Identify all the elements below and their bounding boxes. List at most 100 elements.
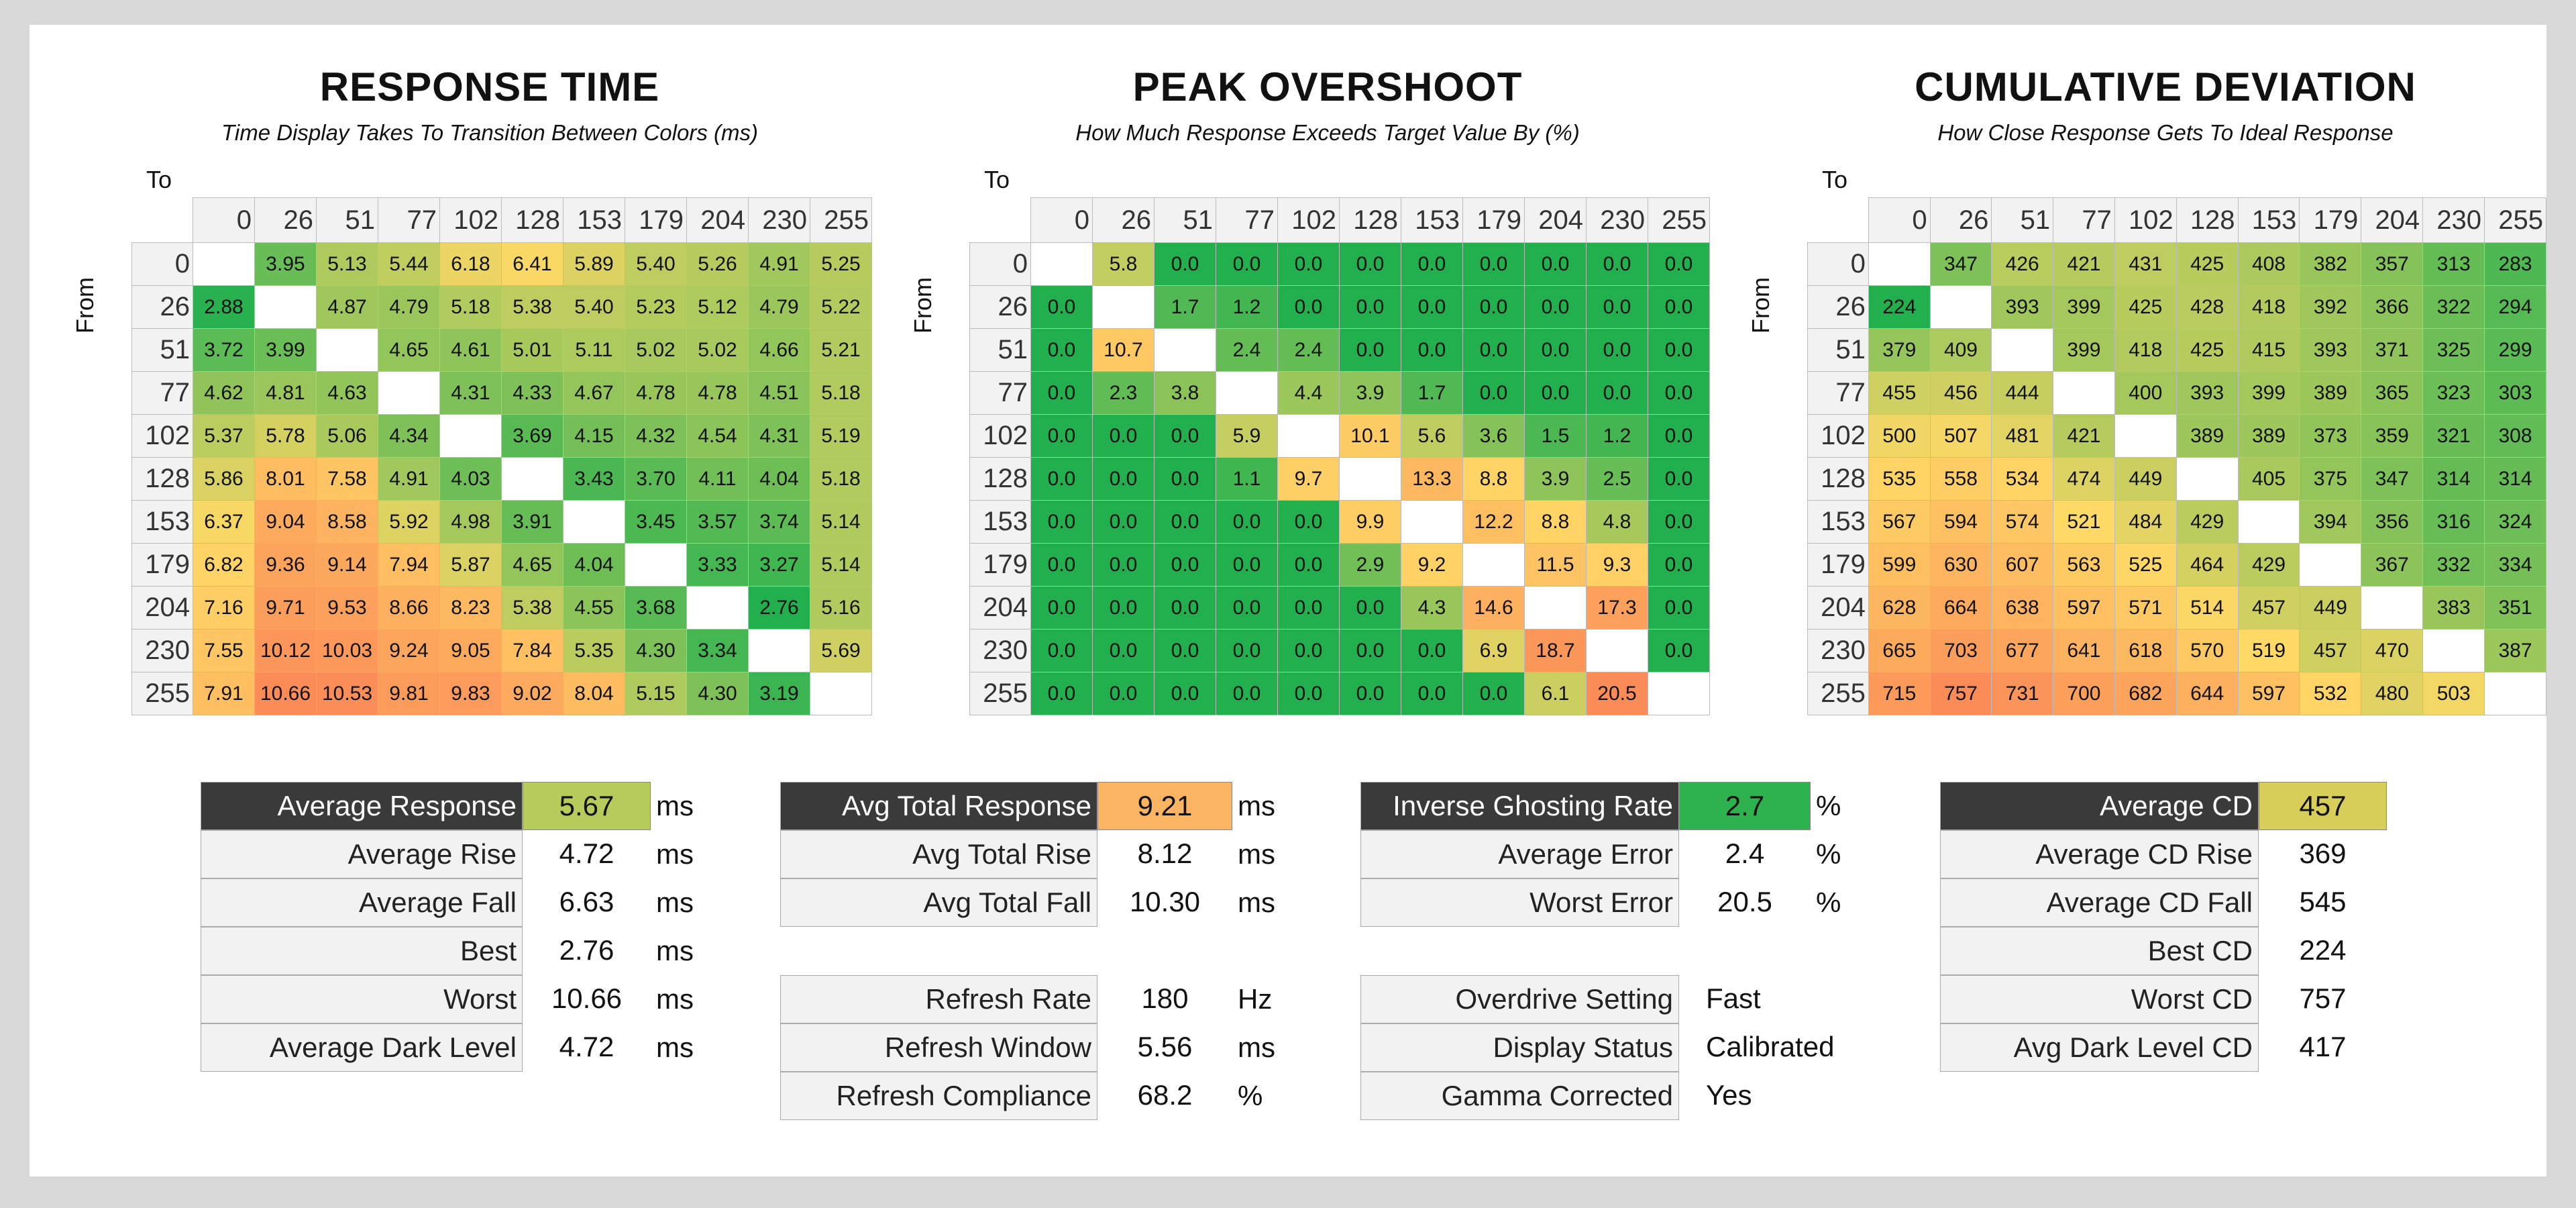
stat-row: Avg Total Fall 10.30 ms bbox=[780, 878, 1275, 927]
heatmap-cell: 4.33 bbox=[501, 371, 564, 415]
stat-unit: ms bbox=[656, 887, 694, 918]
heatmap-cell: 4.79 bbox=[378, 285, 440, 329]
heatmap-cell: 4.04 bbox=[748, 457, 810, 501]
heatmap-row: 51 3.72 3.99 4.65 4.61 5.01 5.11 5.02 5.02 4.66 5.… bbox=[131, 328, 872, 372]
heatmap-cell: 4.98 bbox=[439, 500, 502, 544]
heatmap-cell: 3.6 bbox=[1462, 414, 1525, 458]
heatmap-cell: 5.01 bbox=[501, 328, 564, 372]
heatmap-cell: 664 bbox=[1929, 586, 1992, 630]
stat-label: Average CD bbox=[1940, 782, 2259, 830]
heatmap-cell: 0.0 bbox=[1154, 543, 1216, 587]
heatmap-cell: 5.35 bbox=[563, 629, 625, 672]
heatmap-row: 179 599 630 607 563 525 464 429 367 332 334 bbox=[1807, 543, 2546, 587]
heatmap-cell: 0.0 bbox=[1277, 242, 1340, 286]
column-header: 128 bbox=[501, 197, 564, 243]
heatmap-row: 153 6.37 9.04 8.58 5.92 4.98 3.91 3.45 3.57 3.74 5… bbox=[131, 500, 872, 544]
heatmap-row: 204 7.16 9.71 9.53 8.66 8.23 5.38 4.55 3.68 2.76 5… bbox=[131, 586, 872, 630]
heatmap-row: 26 2.88 4.87 4.79 5.18 5.38 5.40 5.23 5.12 4.79 5.… bbox=[131, 285, 872, 329]
heatmap-cell: 503 bbox=[2422, 672, 2485, 715]
heatmap-cell: 6.37 bbox=[193, 500, 255, 544]
stat-label: Refresh Rate bbox=[780, 975, 1097, 1023]
stat-row: Avg Total Rise 8.12 ms bbox=[780, 830, 1275, 878]
heatmap-cell: 3.34 bbox=[686, 629, 749, 672]
heatmap-cell: 0.0 bbox=[1586, 285, 1648, 329]
stat-label: Average Error bbox=[1360, 830, 1679, 878]
heatmap-cell: 570 bbox=[2176, 629, 2239, 672]
heatmap-cell: 5.89 bbox=[563, 242, 625, 286]
heatmap-cell: 2.5 bbox=[1586, 457, 1648, 501]
heatmap-row: 128 5.86 8.01 7.58 4.91 4.03 3.43 3.70 4.11 4.04 5… bbox=[131, 457, 872, 501]
heatmap-cell: 365 bbox=[2361, 371, 2424, 415]
heatmap-cell: 347 bbox=[1929, 242, 1992, 286]
heatmap-cell: 2.4 bbox=[1277, 328, 1340, 372]
header-row: 0 26 51 77 102 128 153 179 204 230 255 bbox=[969, 197, 1710, 243]
stat-value: 9.21 bbox=[1097, 782, 1232, 830]
heatmap-cell: 0.0 bbox=[1648, 457, 1710, 501]
heatmap-cell bbox=[1648, 672, 1710, 715]
stat-row: Avg Dark Level CD 417 bbox=[1940, 1023, 2387, 1072]
row-header: 51 bbox=[1807, 328, 1869, 372]
row-header: 77 bbox=[131, 371, 193, 415]
heatmap-cell: 5.19 bbox=[810, 414, 872, 458]
heatmap-cell: 399 bbox=[2053, 285, 2115, 329]
column-header: 255 bbox=[810, 197, 872, 243]
heatmap-cell: 0.0 bbox=[1154, 586, 1216, 630]
heatmap-cell: 347 bbox=[2361, 457, 2424, 501]
heatmap-cell: 0.0 bbox=[1092, 457, 1155, 501]
corner-cell bbox=[131, 197, 193, 243]
heatmap-cell: 449 bbox=[2114, 457, 2177, 501]
column-header: 153 bbox=[563, 197, 625, 243]
stat-value: Fast bbox=[1706, 983, 1761, 1014]
heatmap-cell: 574 bbox=[1991, 500, 2054, 544]
heatmap-row: 128 0.0 0.0 0.0 1.1 9.7 13.3 8.8 3.9 2.5 0.0 bbox=[969, 457, 1710, 501]
heatmap-cell: 0.0 bbox=[1648, 500, 1710, 544]
heatmap-cell: 0.0 bbox=[1401, 328, 1463, 372]
stat-value: 180 bbox=[1141, 983, 1189, 1014]
stat-row: Worst CD 757 bbox=[1940, 975, 2387, 1023]
heatmap-cell bbox=[1524, 586, 1587, 630]
heatmap-cell bbox=[2484, 672, 2546, 715]
heatmap-cell: 0.0 bbox=[1339, 672, 1401, 715]
stat-label: Avg Total Fall bbox=[780, 878, 1097, 927]
heatmap-cell: 382 bbox=[2299, 242, 2362, 286]
heatmap-cell: 3.45 bbox=[625, 500, 687, 544]
heatmap-cell bbox=[1929, 285, 1992, 329]
row-header: 26 bbox=[1807, 285, 1869, 329]
heatmap-cell: 1.2 bbox=[1586, 414, 1648, 458]
row-header: 128 bbox=[969, 457, 1031, 501]
heatmap-cell: 0.0 bbox=[1401, 285, 1463, 329]
header-row: 0 26 51 77 102 128 153 179 204 230 255 bbox=[131, 197, 872, 243]
cumulative_deviation-from-label: From bbox=[1747, 277, 1774, 334]
heatmap-row: 102 500 507 481 421 389 389 373 359 321 308 bbox=[1807, 414, 2546, 458]
heatmap-cell: 0.0 bbox=[1339, 629, 1401, 672]
heatmap-cell: 5.14 bbox=[810, 543, 872, 587]
heatmap-cell: 6.82 bbox=[193, 543, 255, 587]
heatmap-cell: 0.0 bbox=[1092, 543, 1155, 587]
heatmap-cell: 408 bbox=[2237, 242, 2300, 286]
stat-value: 2.76 bbox=[559, 934, 614, 966]
heatmap-cell: 6.41 bbox=[501, 242, 564, 286]
heatmap-cell: 5.44 bbox=[378, 242, 440, 286]
heatmap-cell: 5.9 bbox=[1216, 414, 1278, 458]
heatmap-cell: 0.0 bbox=[1216, 500, 1278, 544]
heatmap-cell: 0.0 bbox=[1030, 457, 1093, 501]
heatmap-cell bbox=[1030, 242, 1093, 286]
heatmap-cell: 644 bbox=[2176, 672, 2239, 715]
heatmap-cell bbox=[748, 629, 810, 672]
row-header: 77 bbox=[1807, 371, 1869, 415]
corner-cell bbox=[969, 197, 1031, 243]
heatmap-row: 128 535 558 534 474 449 405 375 347 314 314 bbox=[1807, 457, 2546, 501]
heatmap-row: 77 0.0 2.3 3.8 4.4 3.9 1.7 0.0 0.0 0.0 0.0 bbox=[969, 371, 1710, 415]
heatmap-cell: 5.21 bbox=[810, 328, 872, 372]
column-header: 26 bbox=[254, 197, 317, 243]
heatmap-cell: 4.4 bbox=[1277, 371, 1340, 415]
heatmap-cell: 2.4 bbox=[1216, 328, 1278, 372]
stat-row: Worst 10.66 ms bbox=[201, 975, 694, 1023]
row-header: 255 bbox=[969, 672, 1031, 715]
heatmap-cell: 389 bbox=[2237, 414, 2300, 458]
heatmap-cell: 0.0 bbox=[1216, 586, 1278, 630]
cumulative_deviation-to-label: To bbox=[1822, 166, 1848, 193]
heatmap-cell: 357 bbox=[2361, 242, 2424, 286]
heatmap-cell: 3.19 bbox=[748, 672, 810, 715]
heatmap-cell: 630 bbox=[1929, 543, 1992, 587]
